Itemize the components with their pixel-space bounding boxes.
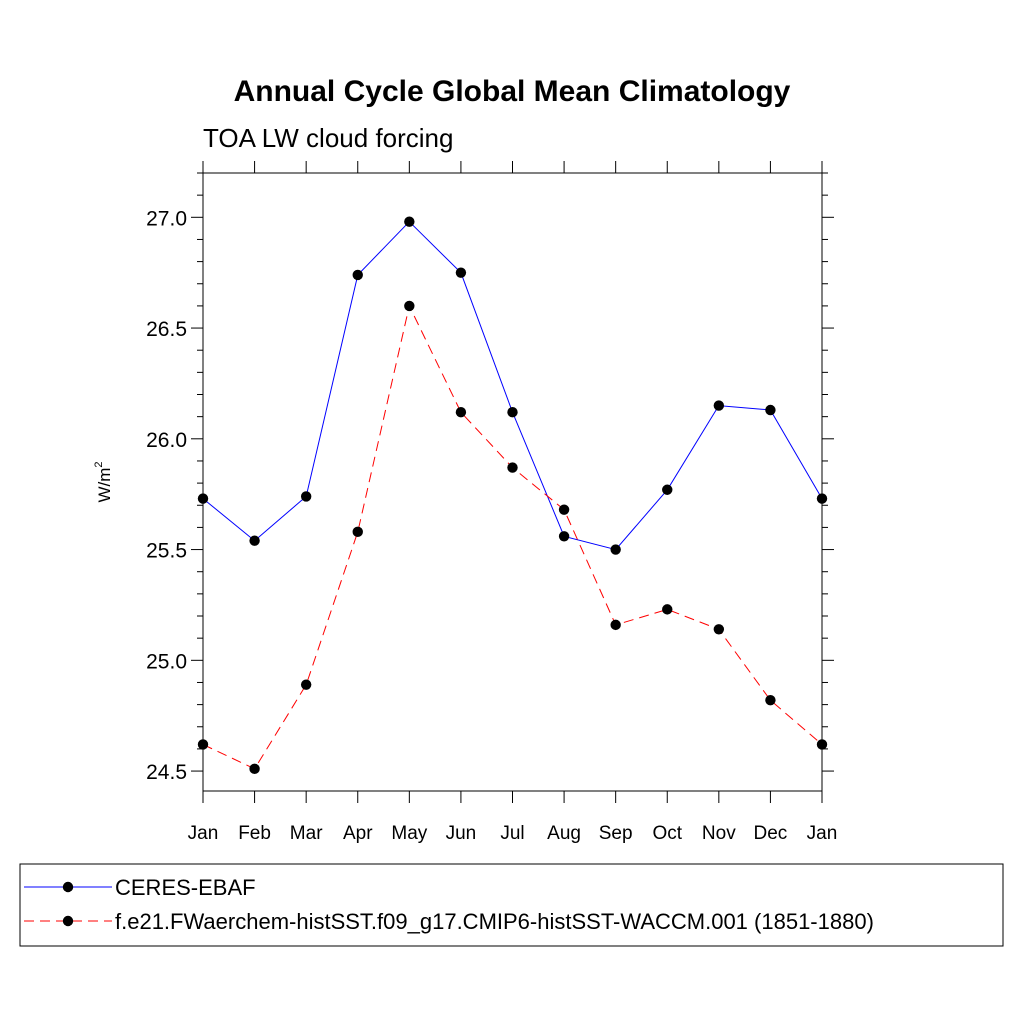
series-1-point (300, 491, 312, 502)
svg-text:W/m2: W/m2 (93, 461, 114, 502)
series-1-point (507, 407, 518, 418)
series-1-point (662, 484, 673, 495)
x-tick-label: Mar (290, 823, 323, 844)
series-1-point (352, 269, 363, 281)
x-tick-label: Oct (652, 823, 682, 844)
legend-box (19, 863, 1004, 947)
series-1-point (197, 493, 209, 504)
series-2-point (713, 624, 725, 635)
legend-marker-2 (62, 915, 74, 927)
x-tick-label: Aug (547, 823, 581, 844)
x-tick-label: Sep (599, 823, 633, 844)
y-axis-label-superscript: 2 (93, 461, 105, 467)
series-2-point (352, 526, 363, 538)
series-2-point (455, 407, 467, 418)
series-2-point (300, 679, 312, 690)
series-1-point (249, 535, 260, 546)
plot-axes: 24.5 25.0 25.5 26.0 26.5 27.0 Jan Feb Mar Apr May J… (146, 161, 837, 844)
y-tick-label: 25.5 (146, 540, 187, 563)
x-tick-label: Dec (754, 823, 788, 844)
y-tick-label: 24.5 (146, 761, 187, 784)
chart-title: Annual Cycle Global Mean Climatology (234, 75, 791, 108)
series-layer (197, 216, 828, 775)
x-tick-label: Feb (238, 823, 271, 844)
series-2-point (558, 504, 570, 515)
series-1-point (455, 267, 467, 278)
legend: CERES-EBAF f.e21.FWaerchem-histSST.f09_g1… (24, 875, 874, 934)
series-line-1 (202, 220, 823, 551)
y-tick-label: 26.5 (146, 318, 187, 341)
series-1-point (816, 493, 828, 504)
plot-frame (202, 172, 823, 792)
series-1-point (404, 216, 415, 227)
series-2-point (507, 462, 518, 473)
y-tick-label: 27.0 (146, 207, 187, 230)
x-tick-label: Nov (702, 823, 736, 844)
x-tick-label: Apr (343, 823, 373, 844)
x-tick-label: Jan (188, 823, 219, 844)
series-2-point (662, 604, 673, 615)
chart-subtitle: TOA LW cloud forcing (203, 123, 453, 153)
series-1-point (610, 544, 621, 555)
series-2-point (816, 739, 828, 750)
x-tick-label: May (391, 823, 427, 844)
series-1-point (713, 400, 725, 411)
series-1-point (765, 404, 776, 416)
x-tick-label: Jan (807, 823, 838, 844)
y-tick-label: 26.0 (146, 429, 187, 452)
y-axis-label-text: W/m (95, 468, 114, 503)
series-2-point (197, 739, 209, 750)
series-line-2 (202, 304, 823, 770)
series-2-point (404, 300, 415, 312)
series-2-point (610, 619, 621, 631)
series-2-point (765, 694, 776, 706)
legend-label-1: CERES-EBAF (115, 875, 256, 900)
x-tick-label: Jul (500, 823, 524, 844)
y-axis-label: W/m2 (93, 461, 114, 502)
legend-label-2: f.e21.FWaerchem-histSST.f09_g17.CMIP6-hi… (115, 909, 874, 934)
legend-marker-1 (62, 881, 74, 893)
x-tick-label: Jun (446, 823, 477, 844)
y-tick-label: 25.0 (146, 650, 187, 673)
series-1-point (558, 531, 570, 542)
series-2-point (249, 763, 260, 775)
